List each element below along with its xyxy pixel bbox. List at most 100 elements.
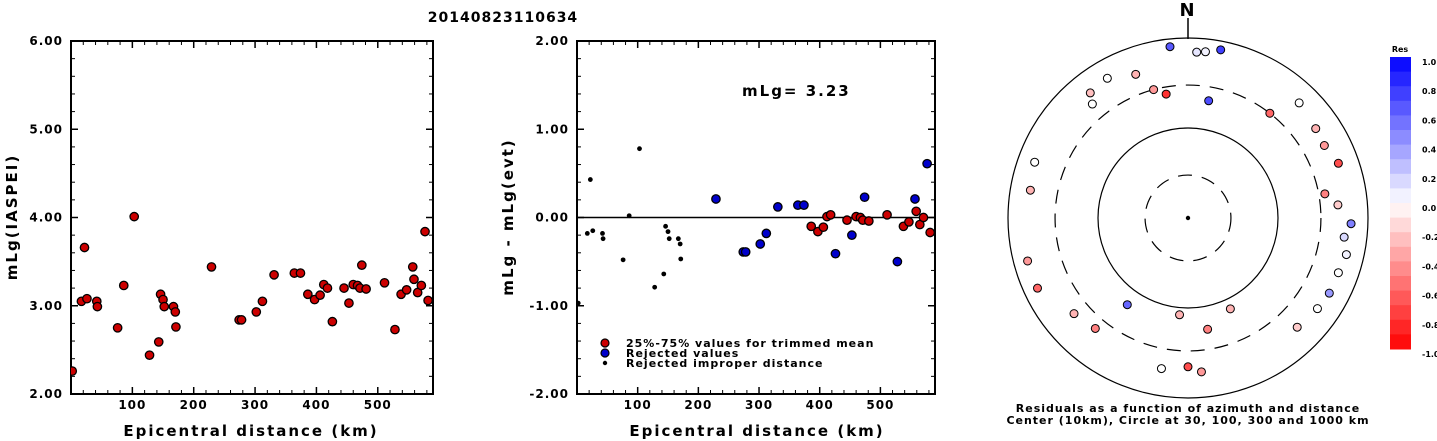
colorbar-swatch [1390,232,1411,248]
data-point [665,229,671,235]
data-point [818,222,829,233]
data-point [407,262,418,272]
y-tick-label: 0.00 [535,211,569,225]
y-tick-label: 3.00 [29,299,63,313]
data-point [772,202,783,212]
data-point [675,236,681,242]
colorbar-swatch [1390,276,1411,292]
data-point [344,298,354,308]
station-point [1175,310,1185,320]
station-point [1204,96,1214,106]
station-point [1324,288,1334,298]
station-point [1165,42,1175,52]
data-point [251,307,262,317]
colorbar-swatch [1390,334,1411,350]
data-point [322,283,333,293]
data-point [740,247,751,257]
colorbar-swatch [1390,159,1411,175]
data-point [92,301,103,312]
data-point [677,241,683,247]
figure-title: 20140823110634 [428,10,578,26]
data-point [170,307,181,317]
data-point [420,226,430,237]
station-point [1156,364,1166,374]
data-point [339,283,349,293]
colorbar-swatch [1390,144,1411,160]
station-point [1333,158,1343,168]
colorbar-swatch [1390,130,1411,146]
data-point [144,350,155,361]
colorbar-label: 0.6 [1422,116,1437,125]
y-tick-label: 1.00 [535,122,569,136]
data-point [799,200,809,210]
y-tick-label: 2.00 [29,387,63,401]
data-point [401,285,412,295]
colorbar-swatch [1390,305,1411,321]
station-point [1216,45,1226,55]
data-point [847,230,857,240]
station-point [1102,73,1112,83]
station-point [1333,200,1343,210]
x-axis-label: Epicentral distance (km) [123,422,378,440]
colorbar-label: -0.4 [1422,262,1437,271]
data-point [892,256,903,267]
colorbar-swatch [1390,86,1411,102]
data-point [904,217,914,227]
data-point [626,213,632,219]
data-point [600,236,606,242]
station-point [1225,304,1235,314]
x-tick-label: 300 [241,398,269,412]
data-point [153,337,164,347]
data-point [171,322,181,332]
data-point [806,221,817,232]
data-point [652,284,658,290]
legend-marker [600,348,610,358]
colorbar-title: Res [1392,45,1409,54]
station-point [1292,322,1302,332]
station-point [1203,324,1213,334]
data-point [302,289,313,300]
data-point [423,295,433,306]
data-point [600,230,605,236]
data-point [118,280,129,291]
station-point [1161,89,1171,99]
legend-marker [602,360,608,366]
legend: 25%-75% values for trimmed meanRejected … [600,337,873,370]
caption-line-1: Residuals as a function of azimuth and d… [1016,402,1360,415]
distance-ring-100 [1097,127,1279,309]
data-point [356,260,367,271]
x-axis-label: Epicentral distance (km) [629,422,884,440]
data-point [71,366,78,376]
x-tick-label: 200 [684,398,712,412]
residual-colorbar: Res 1.0 0.8 0.6 0.4 0.2 0.0 -0.2 -0.4 -0.6 -0.8 -1… [1390,45,1437,359]
data-point [257,296,268,307]
data-point [882,210,892,220]
station-point [1333,268,1343,278]
data-point [842,215,852,225]
legend-entry: Rejected improper distance [626,357,823,370]
station-point [1200,47,1210,57]
data-point [587,177,593,182]
colorbar-swatch [1390,246,1411,262]
data-point [390,324,400,335]
data-point [315,290,325,301]
data-point [663,223,668,229]
data-point [755,239,766,249]
station-point [1023,256,1033,266]
x-tick-label: 400 [806,398,834,412]
colorbar-swatch [1390,203,1411,219]
station-point [1183,362,1193,372]
x-tick-label: 500 [866,398,894,412]
data-point [661,271,667,277]
data-point [361,284,371,294]
north-label: N [1179,0,1196,21]
data-point [637,146,642,152]
data-point [666,236,672,242]
station-point [1131,69,1141,79]
station-point [1339,232,1349,242]
station-point [1341,250,1351,260]
data-point [129,211,140,222]
data-point [910,194,920,204]
colorbar-swatch [1390,57,1411,73]
